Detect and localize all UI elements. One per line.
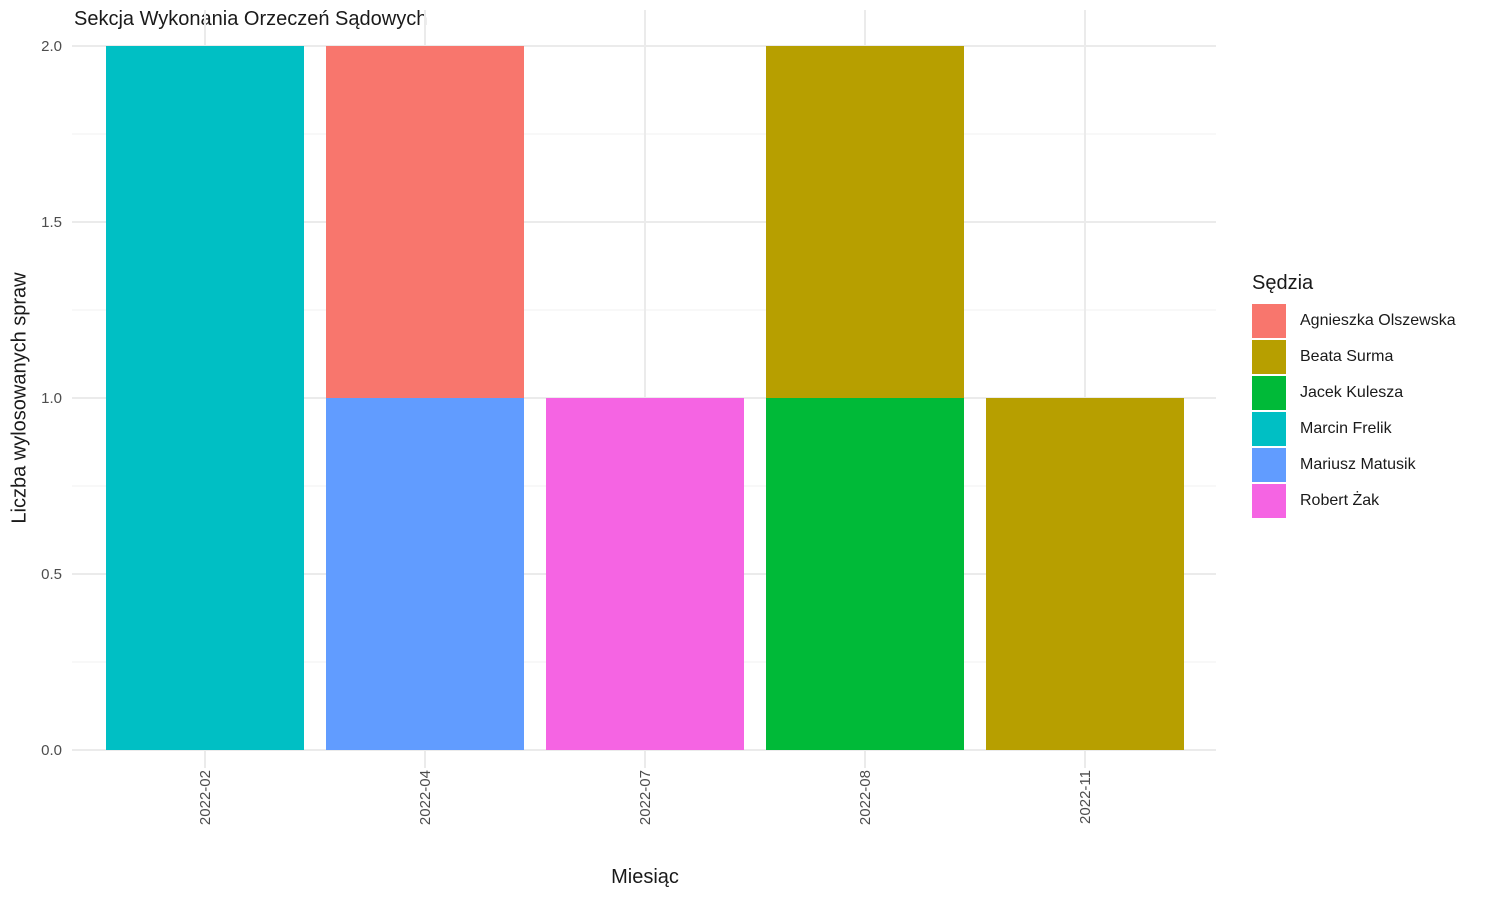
legend-swatch	[1252, 412, 1286, 446]
legend-label: Marcin Frelik	[1300, 420, 1392, 437]
x-tick-label: 2022-08	[857, 770, 874, 825]
legend-label: Beata Surma	[1300, 348, 1394, 365]
x-tick-label: 2022-04	[417, 770, 434, 825]
x-tick-label: 2022-02	[197, 770, 214, 825]
y-tick-label: 1.0	[41, 390, 62, 407]
x-tick-label: 2022-11	[1077, 770, 1094, 824]
legend-swatch	[1252, 484, 1286, 518]
legend-swatch	[1252, 448, 1286, 482]
x-axis-title: Miesiąc	[611, 866, 679, 888]
legend-item: Agnieszka Olszewska	[1252, 303, 1456, 339]
legend-item: Beata Surma	[1252, 339, 1456, 375]
bar-2022-02-marcin-frelik	[106, 46, 304, 750]
chart-title: Sekcja Wykonania Orzeczeń Sądowych	[74, 8, 428, 30]
legend-swatch	[1252, 376, 1286, 410]
legend-item: Robert Żak	[1252, 483, 1456, 519]
bar-2022-11-beata-surma	[986, 398, 1184, 750]
bar-2022-04-mariusz-matusik	[326, 398, 524, 750]
legend-label: Jacek Kulesza	[1300, 384, 1404, 401]
legend-item: Marcin Frelik	[1252, 411, 1456, 447]
legend-items: Agnieszka Olszewska Beata Surma Jacek Kule…	[1252, 303, 1456, 519]
y-tick-label: 1.5	[41, 214, 62, 231]
legend-item: Mariusz Matusik	[1252, 447, 1456, 483]
bar-2022-08-jacek-kulesza	[766, 398, 964, 750]
legend-label: Robert Żak	[1300, 492, 1380, 509]
y-tick-label: 0.0	[41, 742, 62, 759]
bar-2022-08-beata-surma	[766, 46, 964, 398]
legend-swatch	[1252, 340, 1286, 374]
bar-2022-07-robert-żak	[546, 398, 744, 750]
y-tick-label: 2.0	[41, 38, 62, 55]
legend: Sędzia Agnieszka Olszewska Beata Surma Jac…	[1252, 272, 1456, 519]
legend-swatch	[1252, 304, 1286, 338]
x-tick-label: 2022-07	[637, 770, 654, 825]
legend-title: Sędzia	[1252, 272, 1314, 294]
legend-item: Jacek Kulesza	[1252, 375, 1456, 411]
y-axis-title: Liczba wylosowanych spraw	[8, 272, 31, 524]
legend-label: Agnieszka Olszewska	[1300, 312, 1456, 329]
legend-label: Mariusz Matusik	[1300, 456, 1416, 473]
bar-2022-04-agnieszka-olszewska	[326, 46, 524, 398]
y-tick-label: 0.5	[41, 566, 62, 583]
